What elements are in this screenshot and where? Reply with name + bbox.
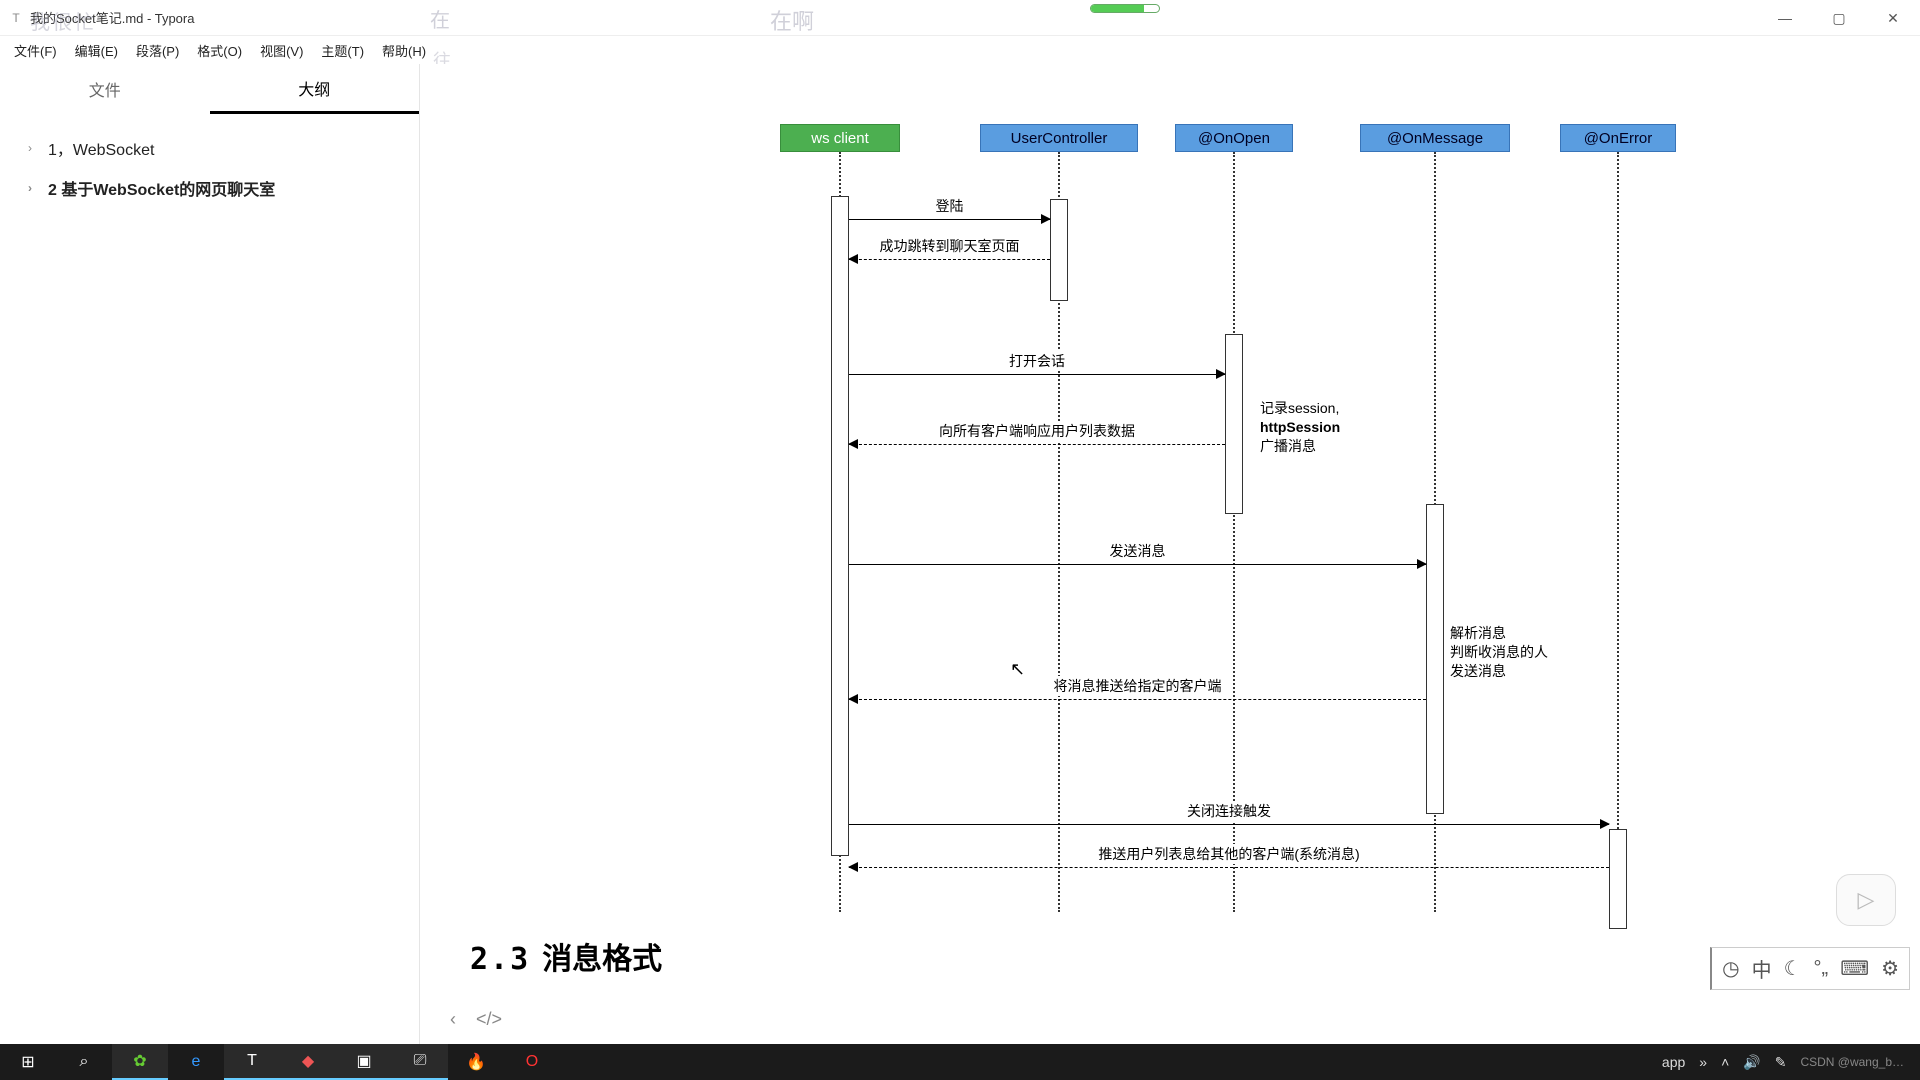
heading-number: 2.3 <box>470 942 530 977</box>
status-moon[interactable]: ☾ <box>1784 956 1802 981</box>
status-punct[interactable]: °„ <box>1814 957 1829 980</box>
taskbar-ide[interactable]: ◆ <box>280 1044 336 1080</box>
play-button[interactable]: ▷ <box>1836 874 1896 926</box>
section-heading: 2.3 消息格式 <box>470 934 662 978</box>
outline-item[interactable]: › 1，WebSocket <box>0 128 419 168</box>
taskbar-typora[interactable]: T <box>224 1044 280 1080</box>
participant-uc: UserController <box>980 124 1138 152</box>
start-button[interactable]: ⊞ <box>0 1044 56 1080</box>
chevron-right-icon: › <box>28 181 32 195</box>
ime-status-bar[interactable]: ◷ 中 ☾ °„ ⌨ ⚙ <box>1710 947 1910 990</box>
outline-list: › 1，WebSocket › 2 基于WebSocket的网页聊天室 <box>0 114 419 222</box>
taskbar-firefox[interactable]: 🔥 <box>448 1044 504 1080</box>
menu-paragraph[interactable]: 段落(P) <box>128 38 187 63</box>
editor-content[interactable]: ws client UserController @OnOpen @OnMessage… <box>420 64 1920 1044</box>
watermark-overlay: 在啊 <box>770 4 814 36</box>
outline-item-label: 1，WebSocket <box>48 136 154 160</box>
participant-ws: ws client <box>780 124 900 152</box>
taskbar-edge[interactable]: e <box>168 1044 224 1080</box>
watermark-overlay: 在 <box>430 4 450 33</box>
lifeline <box>1617 152 1619 912</box>
message-label: 成功跳转到聊天室页面 <box>877 236 1023 256</box>
taskbar[interactable]: ⊞ ⌕ ✿ e T ◆ ▣ ⎚ 🔥 O app » ˄ 🔊 ✎ CSDN @wa… <box>0 1044 1920 1080</box>
taskbar-terminal[interactable]: ▣ <box>336 1044 392 1080</box>
lifeline <box>1233 152 1235 912</box>
tab-files[interactable]: 文件 <box>0 64 210 114</box>
chevron-right-icon: › <box>28 141 32 155</box>
status-keyboard[interactable]: ⌨ <box>1840 956 1869 981</box>
message-label: 登陆 <box>933 196 967 216</box>
search-button[interactable]: ⌕ <box>56 1044 112 1080</box>
heading-text: 消息格式 <box>542 943 662 976</box>
outline-item[interactable]: › 2 基于WebSocket的网页聊天室 <box>0 168 419 208</box>
taskbar-app[interactable]: ✿ <box>112 1044 168 1080</box>
message-arrow: 打开会话 <box>849 374 1225 375</box>
activation-bar <box>1426 504 1444 814</box>
volume-icon[interactable]: 🔊 <box>1743 1054 1760 1071</box>
activation-bar <box>1225 334 1243 514</box>
participant-oo: @OnOpen <box>1175 124 1293 152</box>
taskbar-app-label[interactable]: app <box>1662 1054 1685 1070</box>
window-title: 我的Socket笔记.md - Typora <box>30 8 194 27</box>
message-arrow: 登陆 <box>849 219 1050 220</box>
message-label: 打开会话 <box>1006 351 1068 371</box>
pen-icon[interactable]: ✎ <box>1775 1054 1787 1071</box>
status-settings[interactable]: ⚙ <box>1881 956 1899 981</box>
menu-help[interactable]: 帮助(H) <box>374 38 434 63</box>
message-label: 推送用户列表息给其他的客户端(系统消息) <box>1095 844 1362 864</box>
status-icon[interactable]: ◷ <box>1722 956 1739 981</box>
message-label: 向所有客户端响应用户列表数据 <box>936 421 1138 441</box>
progress-indicator <box>1090 4 1160 13</box>
message-arrow: 发送消息 <box>849 564 1426 565</box>
menu-file[interactable]: 文件(F) <box>6 38 65 63</box>
sequence-diagram: ws client UserController @OnOpen @OnMessage… <box>620 104 1680 924</box>
activation-bar <box>831 196 849 856</box>
participant-oe: @OnError <box>1560 124 1676 152</box>
source-code-icon[interactable]: </> <box>476 1009 502 1030</box>
participant-om: @OnMessage <box>1360 124 1510 152</box>
tray-up-icon[interactable]: ˄ <box>1721 1054 1729 1070</box>
title-bar: T 我的Socket笔记.md - Typora 我很忙 在 在啊 ― ▢ ✕ <box>0 0 1920 36</box>
message-arrow: 将消息推送给指定的客户端 <box>849 699 1426 700</box>
taskbar-capture[interactable]: ⎚ <box>392 1044 448 1080</box>
menu-theme[interactable]: 主题(T) <box>313 38 372 63</box>
menu-view[interactable]: 视图(V) <box>252 38 311 63</box>
activation-bar <box>1609 829 1627 929</box>
tab-outline[interactable]: 大纲 <box>210 64 420 114</box>
message-arrow: 成功跳转到聊天室页面 <box>849 259 1050 260</box>
chevron-right-icon[interactable]: » <box>1699 1054 1707 1070</box>
outline-item-label: 2 基于WebSocket的网页聊天室 <box>48 176 275 200</box>
menu-bar: 文件(F) 编辑(E) 段落(P) 格式(O) 视图(V) 主题(T) 帮助(H… <box>0 36 1920 64</box>
activation-bar <box>1050 199 1068 301</box>
message-arrow: 关闭连接触发 <box>849 824 1609 825</box>
close-button[interactable]: ✕ <box>1866 0 1920 36</box>
status-ime[interactable]: 中 <box>1752 954 1772 983</box>
message-arrow: 向所有客户端响应用户列表数据 <box>849 444 1225 445</box>
csdn-watermark: CSDN @wang_b… <box>1800 1055 1904 1069</box>
message-arrow: 推送用户列表息给其他的客户端(系统消息) <box>849 867 1609 868</box>
diagram-note: 解析消息判断收消息的人发送消息 <box>1450 624 1548 681</box>
app-icon: T <box>8 10 24 26</box>
back-icon[interactable]: ‹ <box>450 1009 456 1030</box>
taskbar-opera[interactable]: O <box>504 1044 560 1080</box>
diagram-note: 记录session,httpSession广播消息 <box>1260 399 1340 456</box>
minimize-button[interactable]: ― <box>1758 0 1812 36</box>
message-label: 关闭连接触发 <box>1184 801 1274 821</box>
menu-format[interactable]: 格式(O) <box>189 38 250 63</box>
sidebar: 文件 大纲 › 1，WebSocket › 2 基于WebSocket的网页聊天… <box>0 64 420 1044</box>
message-label: 发送消息 <box>1107 541 1169 561</box>
menu-edit[interactable]: 编辑(E) <box>67 38 126 63</box>
message-label: 将消息推送给指定的客户端 <box>1051 676 1225 696</box>
maximize-button[interactable]: ▢ <box>1812 0 1866 36</box>
